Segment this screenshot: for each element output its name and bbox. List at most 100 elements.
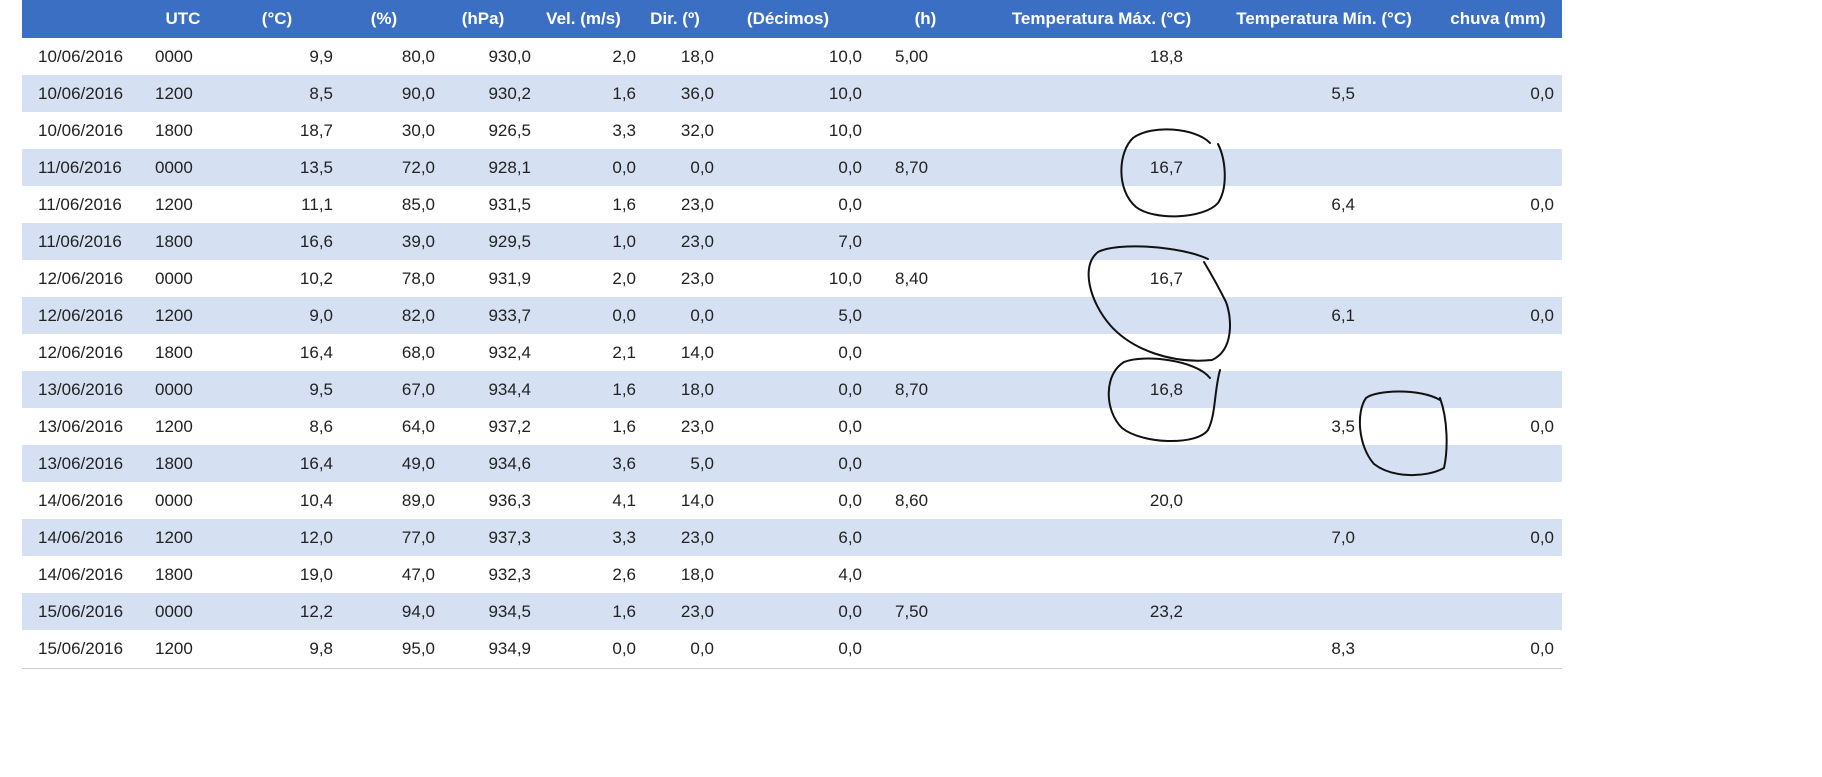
cell-temp-max: 20,0 bbox=[1149, 490, 1183, 510]
cell-insolation bbox=[862, 519, 989, 556]
cell-temp-min: 6,4 bbox=[1331, 194, 1355, 214]
header-temperature[interactable]: (°C) bbox=[261, 9, 293, 28]
cell-temperature: 10,2 bbox=[299, 268, 333, 288]
cell-temp-max bbox=[989, 519, 1214, 556]
cell-utc: 0000 bbox=[155, 601, 193, 621]
header-wind-direction[interactable]: Dir. (º) bbox=[650, 9, 700, 28]
cell-cloudiness: 4,0 bbox=[838, 564, 862, 584]
cell-rain bbox=[1434, 556, 1562, 593]
cell-wind-speed: 2,0 bbox=[612, 46, 636, 66]
cell-temp-max bbox=[989, 297, 1214, 334]
cell-cloudiness: 0,0 bbox=[838, 453, 862, 473]
header-temp-min[interactable]: Temperatura Mín. (°C) bbox=[1236, 9, 1412, 28]
cell-wind-direction: 18,0 bbox=[680, 564, 714, 584]
cell-wind-speed: 3,3 bbox=[612, 120, 636, 140]
header-wind-speed[interactable]: Vel. (m/s) bbox=[546, 9, 621, 28]
cell-rain: 0,0 bbox=[1530, 638, 1554, 658]
cell-rain: 0,0 bbox=[1530, 416, 1554, 436]
cell-insolation: 7,50 bbox=[895, 601, 929, 621]
header-utc[interactable]: UTC bbox=[165, 9, 201, 28]
cell-cloudiness: 0,0 bbox=[838, 601, 862, 621]
cell-wind-direction: 23,0 bbox=[680, 601, 714, 621]
cell-wind-speed: 4,1 bbox=[612, 490, 636, 510]
cell-rain bbox=[1434, 593, 1562, 630]
cell-humidity: 85,0 bbox=[401, 194, 435, 214]
cell-wind-direction: 18,0 bbox=[680, 379, 714, 399]
cell-insolation bbox=[862, 556, 989, 593]
cell-temp-min bbox=[1214, 593, 1434, 630]
cell-date: 15/06/2016 bbox=[38, 601, 124, 621]
cell-wind-direction: 18,0 bbox=[680, 46, 714, 66]
cell-date: 15/06/2016 bbox=[38, 638, 124, 658]
cell-temp-min: 5,5 bbox=[1331, 83, 1355, 103]
table-row[interactable]: 14/06/2016 0000 10,4 89,0 936,3 4,1 14,0 0,0 8,6… bbox=[22, 482, 1562, 519]
table-row[interactable]: 12/06/2016 0000 10,2 78,0 931,9 2,0 23,0 10,0 8,… bbox=[22, 260, 1562, 297]
cell-insolation bbox=[862, 112, 989, 149]
table-row[interactable]: 15/06/2016 0000 12,2 94,0 934,5 1,6 23,0 0,0 7,5… bbox=[22, 593, 1562, 630]
cell-wind-speed: 3,6 bbox=[612, 453, 636, 473]
cell-temp-max bbox=[989, 186, 1214, 223]
cell-temp-min: 7,0 bbox=[1331, 527, 1355, 547]
header-cloudiness[interactable]: (Décimos) bbox=[746, 9, 830, 28]
cell-wind-direction: 23,0 bbox=[680, 194, 714, 214]
table-row[interactable]: 12/06/2016 1800 16,4 68,0 932,4 2,1 14,0 0,0 bbox=[22, 334, 1562, 371]
cell-temperature: 18,7 bbox=[299, 120, 333, 140]
cell-utc: 1200 bbox=[155, 194, 193, 214]
cell-utc: 0000 bbox=[155, 268, 193, 288]
table-row[interactable]: 15/06/2016 1200 9,8 95,0 934,9 0,0 0,0 0,0 8,3 0,… bbox=[22, 630, 1562, 667]
cell-wind-speed: 1,6 bbox=[612, 601, 636, 621]
cell-rain bbox=[1434, 223, 1562, 260]
cell-insolation bbox=[862, 297, 989, 334]
cell-cloudiness: 0,0 bbox=[838, 194, 862, 214]
cell-temp-max bbox=[989, 75, 1214, 112]
table-row[interactable]: 13/06/2016 1200 8,6 64,0 937,2 1,6 23,0 0,0 3,5 0… bbox=[22, 408, 1562, 445]
table-row[interactable]: 12/06/2016 1200 9,0 82,0 933,7 0,0 0,0 5,0 6,1 0,… bbox=[22, 297, 1562, 334]
cell-wind-speed: 0,0 bbox=[612, 638, 636, 658]
cell-date: 10/06/2016 bbox=[38, 120, 124, 140]
cell-wind-direction: 23,0 bbox=[680, 416, 714, 436]
cell-wind-direction: 32,0 bbox=[680, 120, 714, 140]
cell-temperature: 9,8 bbox=[309, 638, 333, 658]
table-row[interactable]: 13/06/2016 1800 16,4 49,0 934,6 3,6 5,0 0,0 bbox=[22, 445, 1562, 482]
cell-cloudiness: 10,0 bbox=[828, 83, 862, 103]
cell-rain bbox=[1434, 482, 1562, 519]
cell-temp-min bbox=[1214, 149, 1434, 186]
header-date[interactable] bbox=[22, 0, 145, 38]
header-pressure[interactable]: (hPa) bbox=[461, 9, 505, 28]
cell-date: 12/06/2016 bbox=[38, 342, 124, 362]
cell-temperature: 10,4 bbox=[299, 490, 333, 510]
table-row[interactable]: 13/06/2016 0000 9,5 67,0 934,4 1,6 18,0 0,0 8,70… bbox=[22, 371, 1562, 408]
header-humidity[interactable]: (%) bbox=[370, 9, 398, 28]
cell-temperature: 8,6 bbox=[309, 416, 333, 436]
cell-pressure: 933,7 bbox=[488, 305, 531, 325]
table-row[interactable]: 10/06/2016 1800 18,7 30,0 926,5 3,3 32,0 10,0 bbox=[22, 112, 1562, 149]
cell-date: 11/06/2016 bbox=[38, 194, 122, 214]
cell-utc: 1200 bbox=[155, 638, 193, 658]
header-rain[interactable]: chuva (mm) bbox=[1450, 9, 1546, 28]
cell-date: 14/06/2016 bbox=[38, 564, 124, 584]
table-row[interactable]: 10/06/2016 1200 8,5 90,0 930,2 1,6 36,0 10,0 5,5… bbox=[22, 75, 1562, 112]
cell-pressure: 932,4 bbox=[488, 342, 531, 362]
table-row[interactable]: 11/06/2016 0000 13,5 72,0 928,1 0,0 0,0 0,0 8,70… bbox=[22, 149, 1562, 186]
table-header: UTC (°C) (%) (hPa) Vel. (m/s) Dir. (º) (… bbox=[22, 0, 1562, 38]
cell-utc: 0000 bbox=[155, 157, 193, 177]
header-insolation[interactable]: (h) bbox=[914, 9, 937, 28]
cell-cloudiness: 10,0 bbox=[828, 120, 862, 140]
table-row[interactable]: 14/06/2016 1800 19,0 47,0 932,3 2,6 18,0 4,0 bbox=[22, 556, 1562, 593]
cell-pressure: 934,5 bbox=[488, 601, 531, 621]
cell-wind-speed: 1,0 bbox=[612, 231, 636, 251]
cell-rain bbox=[1434, 112, 1562, 149]
cell-temp-max bbox=[989, 408, 1214, 445]
header-temp-max[interactable]: Temperatura Máx. (°C) bbox=[1011, 9, 1192, 28]
cell-temp-max bbox=[989, 112, 1214, 149]
header-row: UTC (°C) (%) (hPa) Vel. (m/s) Dir. (º) (… bbox=[22, 0, 1562, 38]
cell-insolation: 8,40 bbox=[895, 268, 929, 288]
cell-insolation bbox=[862, 334, 989, 371]
cell-humidity: 47,0 bbox=[401, 564, 435, 584]
cell-date: 11/06/2016 bbox=[38, 157, 122, 177]
table-row[interactable]: 11/06/2016 1200 11,1 85,0 931,5 1,6 23,0 0,0 6,4… bbox=[22, 186, 1562, 223]
table-row[interactable]: 10/06/2016 0000 9,9 80,0 930,0 2,0 18,0 10,0 5,0… bbox=[22, 38, 1562, 75]
table-row[interactable]: 14/06/2016 1200 12,0 77,0 937,3 3,3 23,0 6,0 7,0… bbox=[22, 519, 1562, 556]
cell-humidity: 95,0 bbox=[401, 638, 435, 658]
table-row[interactable]: 11/06/2016 1800 16,6 39,0 929,5 1,0 23,0 7,0 bbox=[22, 223, 1562, 260]
